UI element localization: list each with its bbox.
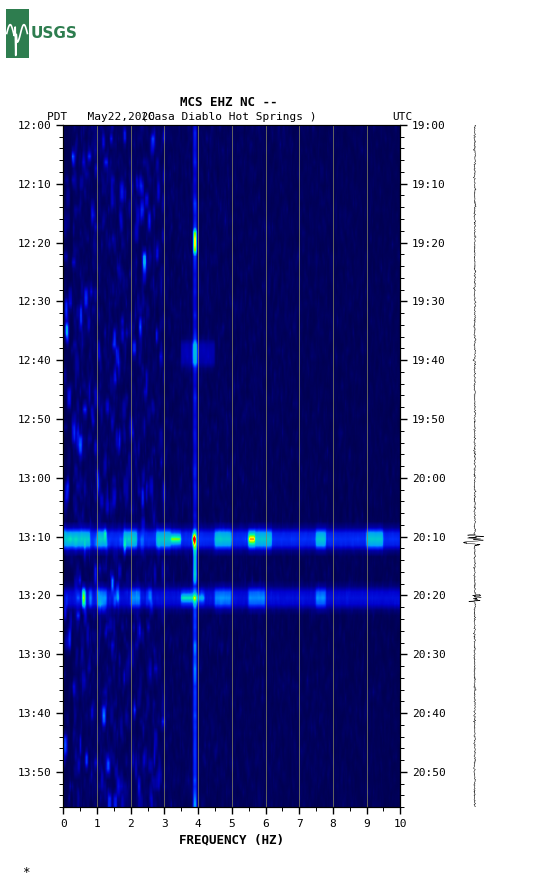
Text: *: * [22, 866, 30, 879]
X-axis label: FREQUENCY (HZ): FREQUENCY (HZ) [179, 833, 284, 847]
Text: UTC: UTC [392, 112, 412, 122]
Bar [6, 9, 29, 58]
Text: (Casa Diablo Hot Springs ): (Casa Diablo Hot Springs ) [141, 112, 317, 122]
Text: MCS EHZ NC --: MCS EHZ NC -- [181, 95, 278, 109]
Text: USGS: USGS [31, 26, 78, 41]
Text: PDT   May22,2020: PDT May22,2020 [47, 112, 155, 122]
